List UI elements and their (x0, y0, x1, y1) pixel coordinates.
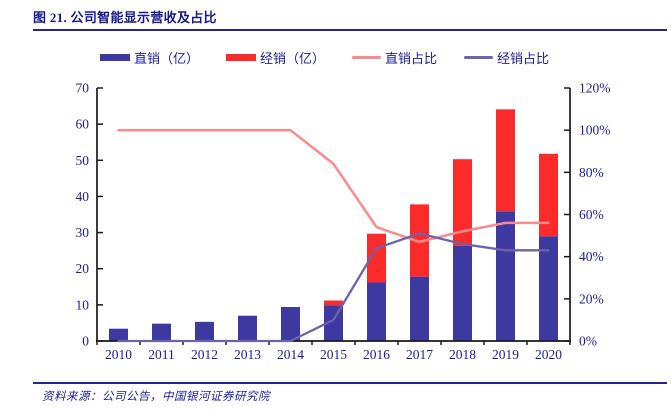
x-axis-category-label: 2013 (234, 347, 261, 362)
footer-divider-rule (33, 382, 667, 384)
right-axis-tick-label: 80% (579, 165, 604, 180)
x-axis-category-label: 2014 (277, 347, 304, 362)
left-axis-tick-label: 60 (76, 117, 90, 132)
direct-bar (539, 236, 558, 341)
direct-bar (496, 211, 515, 341)
legend-item-dist-line: 经销占比 (464, 48, 549, 67)
x-axis-category-label: 2017 (406, 347, 433, 362)
direct-bar-swatch-icon (100, 53, 130, 61)
chart-legend: 直销（亿） 经销（亿） 直销占比 经销占比 (100, 47, 631, 67)
direct-bar (195, 321, 214, 341)
right-axis-tick-label: 0% (579, 334, 597, 349)
left-axis-tick-label: 50 (76, 153, 90, 168)
source-note: 资料来源：公司公告，中国银河证券研究院 (42, 391, 270, 403)
legend-label-dist-bar: 经销（亿） (260, 50, 326, 66)
left-axis-tick-label: 10 (76, 297, 90, 312)
right-axis-tick-label: 60% (579, 207, 604, 222)
dist-line-swatch-icon (464, 55, 494, 59)
dist-bar (453, 159, 472, 246)
dist-share-line (117, 232, 550, 343)
right-axis-tick-label: 100% (579, 123, 611, 138)
x-axis-category-label: 2019 (492, 347, 519, 362)
legend-item-direct-line: 直销占比 (352, 48, 437, 67)
dist-bar (496, 109, 515, 212)
dist-bar (539, 153, 558, 237)
x-axis-category-label: 2011 (148, 347, 175, 362)
left-axis-tick-label: 30 (76, 225, 90, 240)
x-axis-category-label: 2012 (191, 347, 218, 362)
direct-line-swatch-icon (352, 55, 382, 59)
figure-title: 图 21. 公司智能显示营收及占比 (33, 10, 217, 25)
legend-label-direct-bar: 直销（亿） (134, 50, 200, 66)
direct-bar (238, 315, 257, 341)
right-axis-tick-label: 40% (579, 249, 604, 264)
dist-bar-swatch-icon (226, 53, 257, 61)
right-axis-tick-label: 120% (579, 81, 611, 96)
title-divider-rule (33, 29, 667, 31)
x-axis-category-label: 2016 (363, 347, 390, 362)
direct-bar (367, 282, 386, 341)
x-axis-category-label: 2010 (105, 347, 132, 362)
left-axis-tick-label: 0 (82, 334, 89, 349)
legend-item-direct-bar: 直销（亿） (100, 48, 199, 67)
dist-bar (410, 204, 429, 277)
left-axis-tick-label: 70 (76, 81, 90, 96)
left-axis-tick-label: 20 (76, 261, 90, 276)
legend-item-dist-bar: 经销（亿） (226, 48, 325, 67)
direct-bar (152, 323, 171, 341)
x-axis-category-label: 2020 (535, 347, 562, 362)
right-axis-tick-label: 20% (579, 291, 604, 306)
x-axis-category-label: 2015 (320, 347, 347, 362)
direct-bar (281, 307, 300, 341)
direct-bar (410, 276, 429, 341)
direct-bar (453, 245, 472, 341)
legend-label-direct-line: 直销占比 (385, 50, 438, 66)
x-axis-category-label: 2018 (449, 347, 476, 362)
dist-bar (324, 300, 343, 306)
direct-bar (109, 328, 128, 341)
left-axis-tick-label: 40 (76, 189, 90, 204)
legend-label-dist-line: 经销占比 (497, 50, 550, 66)
direct-share-line (117, 128, 550, 244)
